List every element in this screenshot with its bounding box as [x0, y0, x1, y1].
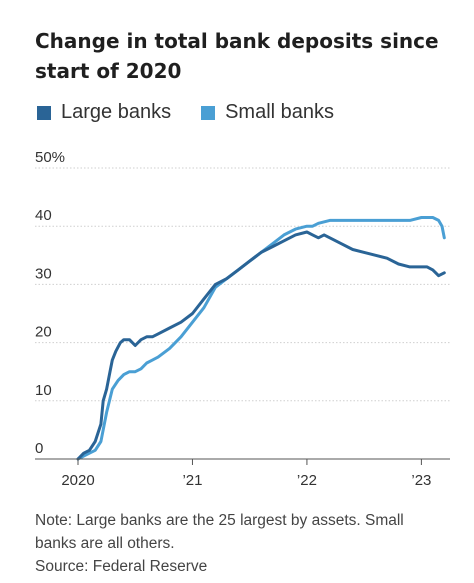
legend-label-small-banks: Small banks — [225, 101, 335, 123]
series-line-large-banks — [76, 230, 446, 461]
source-line: Source: Federal Reserve — [35, 558, 208, 575]
y-tick-label: 40 — [35, 207, 52, 224]
x-tick-label: ’22 — [297, 472, 317, 489]
grid-layer — [35, 167, 450, 402]
legend-label-large-banks: Large banks — [61, 101, 172, 123]
note-line-2: banks are all others. — [35, 535, 175, 552]
legend-item-small-banks: Small banks — [201, 101, 334, 124]
legend-swatch-small-banks — [201, 105, 216, 120]
y-tick-label: 20 — [35, 324, 52, 341]
y-tick-label: 10 — [35, 382, 52, 399]
legend: Large banks Small banks — [37, 101, 364, 124]
legend-swatch-large-banks — [37, 105, 51, 120]
x-tick-label: 2020 — [61, 472, 94, 489]
series-layer — [76, 216, 446, 461]
axis-layer: 0 10 20 30 40 50% 2020 ’21 ’22 ’23 — [35, 149, 450, 489]
chart-plot: 0 10 20 30 40 50% 2020 ’21 ’22 ’23 — [35, 149, 450, 489]
note-line-1: Note: Large banks are the 25 largest by … — [35, 512, 404, 529]
y-tick-label: 0 — [35, 440, 43, 457]
y-tick-label: 50% — [35, 149, 65, 166]
x-tick-label: ’21 — [182, 472, 202, 489]
legend-item-large-banks: Large banks — [37, 101, 171, 124]
footnote: Note: Large banks are the 25 largest by … — [35, 509, 455, 578]
y-tick-label: 30 — [35, 265, 52, 282]
chart-title: Change in total bank deposits since star… — [35, 29, 439, 83]
x-tick-label: ’23 — [411, 472, 431, 489]
